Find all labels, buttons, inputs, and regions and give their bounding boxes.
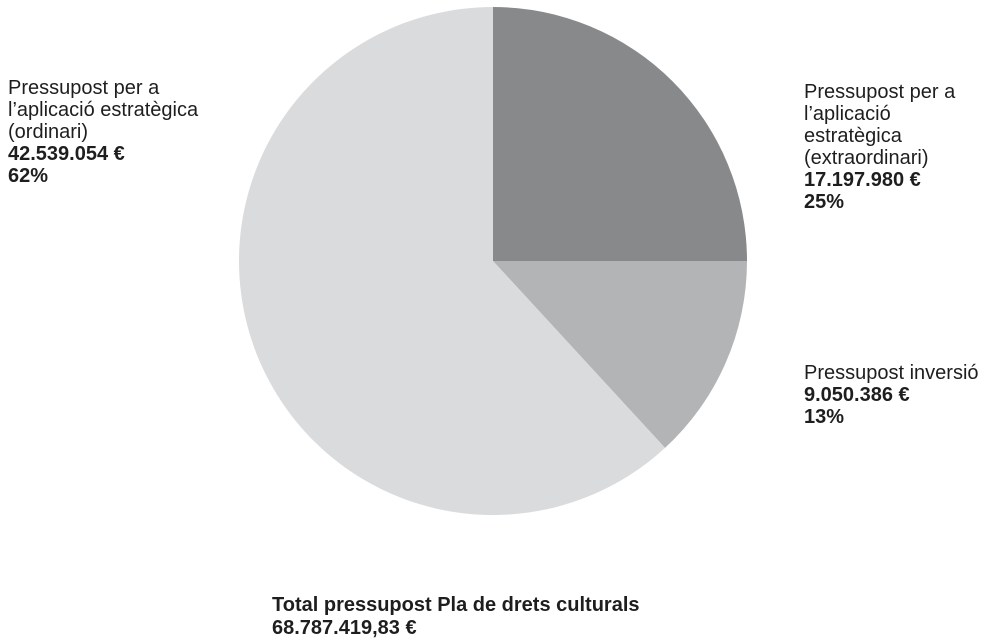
slice-percent: 13%	[804, 406, 845, 428]
slice-label-line: l’aplicació	[804, 103, 891, 125]
slice-percent: 25%	[804, 191, 845, 213]
slice-label-line: (ordinari)	[8, 121, 89, 143]
total-title: Total pressupost Pla de drets culturals	[272, 594, 640, 616]
pie-slice-2	[238, 7, 666, 515]
slice-label-line: Pressupost per a	[804, 81, 956, 103]
pie-slice-1	[493, 261, 747, 448]
slice-label-line: (extraordinari)	[804, 147, 929, 169]
slice-label-ordinari: Pressupost per a l’aplicació estratègica…	[8, 77, 243, 187]
slice-label-inversio: Pressupost inversió 9.050.386 € 13%	[804, 362, 1006, 428]
total-budget: Total pressupost Pla de drets culturals …	[272, 594, 640, 640]
slice-value: 9.050.386 €	[804, 384, 910, 406]
total-value: 68.787.419,83 €	[272, 617, 417, 639]
slice-label-extraordinari: Pressupost per a l’aplicació estratègica…	[804, 81, 1004, 213]
slice-label-line: l’aplicació estratègica	[8, 99, 199, 121]
slice-percent: 62%	[8, 165, 49, 187]
slice-label-line: estratègica	[804, 125, 902, 147]
pie-slice-0	[493, 7, 747, 262]
slice-label-line: Pressupost inversió	[804, 362, 979, 384]
slice-value: 17.197.980 €	[804, 169, 921, 191]
slice-value: 42.539.054 €	[8, 143, 125, 165]
slice-label-line: Pressupost per a	[8, 77, 160, 99]
